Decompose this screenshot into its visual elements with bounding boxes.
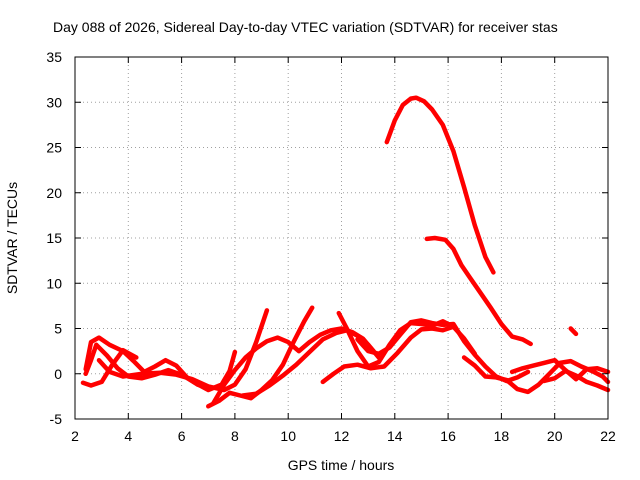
x-tick-label: 6 <box>178 428 186 444</box>
series-trace-15 <box>541 368 611 393</box>
y-tick-label: 5 <box>54 321 62 337</box>
y-tick-label: 35 <box>46 49 62 65</box>
y-tick-label: -5 <box>50 411 63 427</box>
x-tick-label: 8 <box>231 428 239 444</box>
series-trace-7 <box>240 328 382 398</box>
x-tick-label: 16 <box>440 428 456 444</box>
y-tick-label: 30 <box>46 94 62 110</box>
x-tick-label: 18 <box>494 428 510 444</box>
y-tick-label: 20 <box>46 185 62 201</box>
x-tick-label: 22 <box>600 428 616 444</box>
y-tick-label: 15 <box>46 230 62 246</box>
x-tick-label: 14 <box>387 428 403 444</box>
x-tick-label: 12 <box>334 428 350 444</box>
y-tick-label: 0 <box>54 366 62 382</box>
series-trace-4 <box>96 308 270 393</box>
series-layer <box>80 95 611 409</box>
y-tick-label: 25 <box>46 140 62 156</box>
x-tick-label: 20 <box>547 428 563 444</box>
x-tick-label: 2 <box>71 428 79 444</box>
x-tick-label: 4 <box>124 428 132 444</box>
chart-title: Day 088 of 2026, Sidereal Day-to-day VTE… <box>53 19 558 35</box>
x-axis-label: GPS time / hours <box>288 457 395 473</box>
series-trace-12 <box>424 235 533 347</box>
y-tick-label: 10 <box>46 275 62 291</box>
axes: 2 4 6 8 10 12 14 16 18 20 22 -5 0 5 10 15 20 25 30 35 <box>46 49 616 444</box>
y-axis-label: SDTVAR / TECUs <box>4 182 20 294</box>
x-tick-label: 10 <box>280 428 296 444</box>
series-trace-16 <box>568 326 579 337</box>
series-trace-14 <box>509 357 611 382</box>
series-trace-11 <box>384 95 496 275</box>
